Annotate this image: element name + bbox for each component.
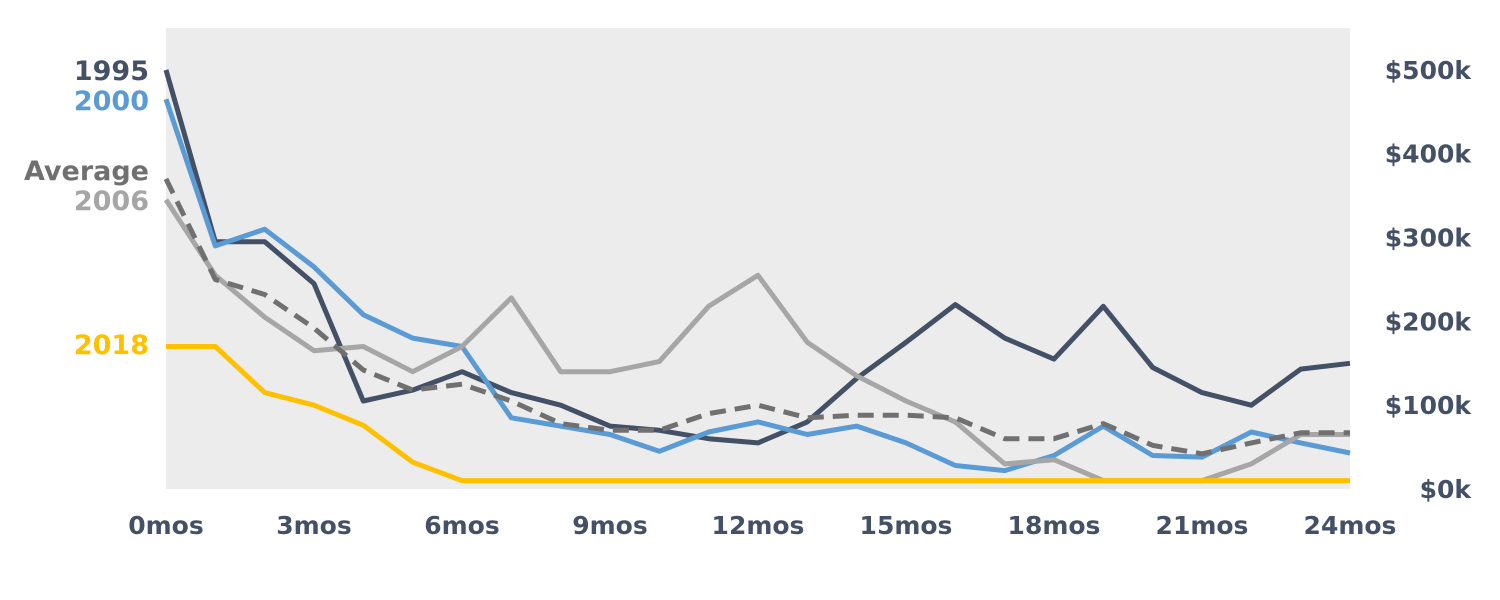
x-axis-ticks: 0mos 3mos 6mos 9mos 12mos 15mos 18mos 21mos 24mo… [128,511,1396,540]
legend-label-average: Average [24,156,149,187]
x-tick-label: 3mos [276,511,352,540]
legend-label-2006: 2006 [74,186,149,217]
x-tick-label: 9mos [572,511,648,540]
x-tick-label: 24mos [1304,511,1397,540]
series-line-2018 [166,344,1350,484]
series-line-2000 [163,98,1351,474]
y-tick-label: $400k [1385,140,1473,169]
x-tick-label: 21mos [1156,511,1249,540]
series-line-1995 [163,69,1351,446]
y-axis-ticks: $0k $100k $200k $300k $400k $500k [1385,56,1473,504]
y-tick-label: $100k [1385,391,1473,420]
x-tick-label: 18mos [1008,511,1101,540]
x-tick-label: 6mos [424,511,500,540]
series-line-average [163,177,1350,457]
series-layer [163,69,1351,484]
y-tick-label: $200k [1385,307,1473,336]
x-tick-label: 0mos [128,511,204,540]
y-tick-label: $500k [1385,56,1473,85]
x-tick-label: 12mos [712,511,805,540]
plot-area [166,28,1350,489]
legend-label-2018: 2018 [74,330,149,361]
legend-label-1995: 1995 [74,56,149,87]
y-tick-label: $300k [1385,224,1473,253]
legend-label-2000: 2000 [74,86,149,117]
y-tick-label: $0k [1420,475,1473,504]
x-tick-label: 15mos [860,511,953,540]
